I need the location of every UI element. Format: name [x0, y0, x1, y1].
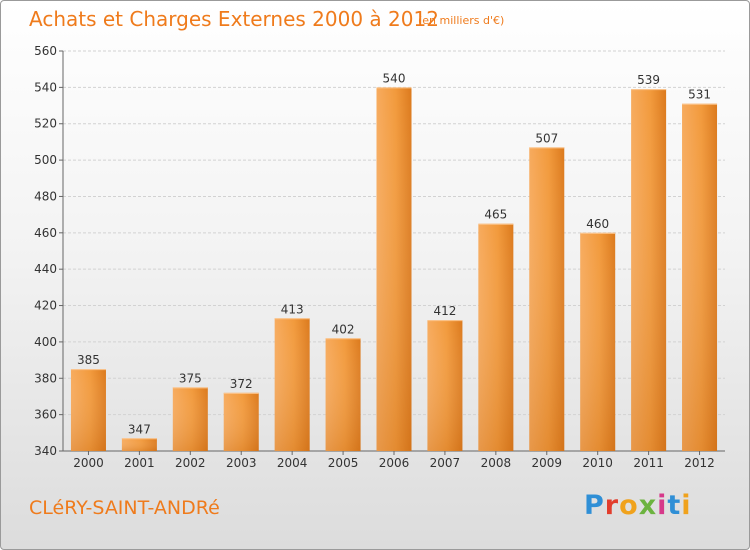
data-label: 531 [688, 88, 711, 102]
x-tick-label: 2005 [328, 456, 359, 470]
data-label: 375 [179, 371, 202, 385]
bar-shade-2007 [427, 320, 463, 451]
bars [70, 87, 718, 452]
x-tick-label: 2010 [582, 456, 613, 470]
tick-labels: 340 360 380 400 420 440 460 480 500 520 540 560 2000… [34, 44, 715, 470]
y-tick-label: 400 [34, 335, 57, 349]
bar-shade-2012 [682, 103, 718, 452]
x-tick-label: 2001 [124, 456, 155, 470]
x-tick-label: 2009 [531, 456, 562, 470]
y-tick-label: 520 [34, 117, 57, 131]
bar-shade-2004 [274, 318, 310, 451]
bar-shade-2000 [70, 369, 106, 451]
y-tick-label: 500 [34, 153, 57, 167]
commune-name: CLéRY-SAINT-ANDRé [29, 497, 220, 519]
data-label: 347 [128, 422, 151, 436]
brand-logo: Proxiti [584, 490, 692, 521]
y-tick-label: 560 [34, 44, 57, 58]
y-tick-label: 340 [34, 444, 57, 458]
data-label: 507 [535, 131, 558, 145]
y-tick-label: 480 [34, 189, 57, 203]
bar-shade-2011 [631, 89, 667, 451]
data-label: 372 [230, 377, 253, 391]
y-tick-label: 540 [34, 80, 57, 94]
x-tick-label: 2004 [277, 456, 308, 470]
bar-shade-2001 [121, 438, 157, 451]
x-tick-label: 2011 [633, 456, 664, 470]
bar-shade-2008 [478, 223, 514, 451]
x-tick-label: 2006 [379, 456, 410, 470]
value-labels: 385 347 375 372 413 402 540 412 465 507 460 539 531 [77, 71, 711, 436]
y-tick-label: 420 [34, 299, 57, 313]
y-tick-label: 440 [34, 262, 57, 276]
chart-title: Achats et Charges Externes 2000 à 2012 [29, 7, 439, 31]
y-tick-label: 460 [34, 226, 57, 240]
x-tick-label: 2007 [430, 456, 461, 470]
bar-shade-2009 [529, 147, 565, 451]
data-label: 402 [332, 322, 355, 336]
data-label: 539 [637, 73, 660, 87]
y-tick-label: 380 [34, 371, 57, 385]
data-label: 460 [586, 217, 609, 231]
bar-shade-2005 [325, 338, 361, 451]
data-label: 412 [433, 304, 456, 318]
bar-shade-2002 [172, 387, 208, 451]
x-tick-label: 2012 [684, 456, 715, 470]
data-label: 465 [484, 208, 507, 222]
data-label: 385 [77, 353, 100, 367]
bar-shade-2006 [376, 87, 412, 451]
x-tick-label: 2000 [73, 456, 104, 470]
bar-shade-2003 [223, 392, 259, 451]
chart-subtitle: (en milliers d'€) [418, 14, 505, 27]
data-label: 540 [383, 71, 406, 85]
y-tick-label: 360 [34, 408, 57, 422]
x-tick-label: 2008 [481, 456, 512, 470]
bar-shade-2010 [580, 232, 616, 451]
x-tick-label: 2002 [175, 456, 206, 470]
data-label: 413 [281, 302, 304, 316]
x-tick-label: 2003 [226, 456, 257, 470]
